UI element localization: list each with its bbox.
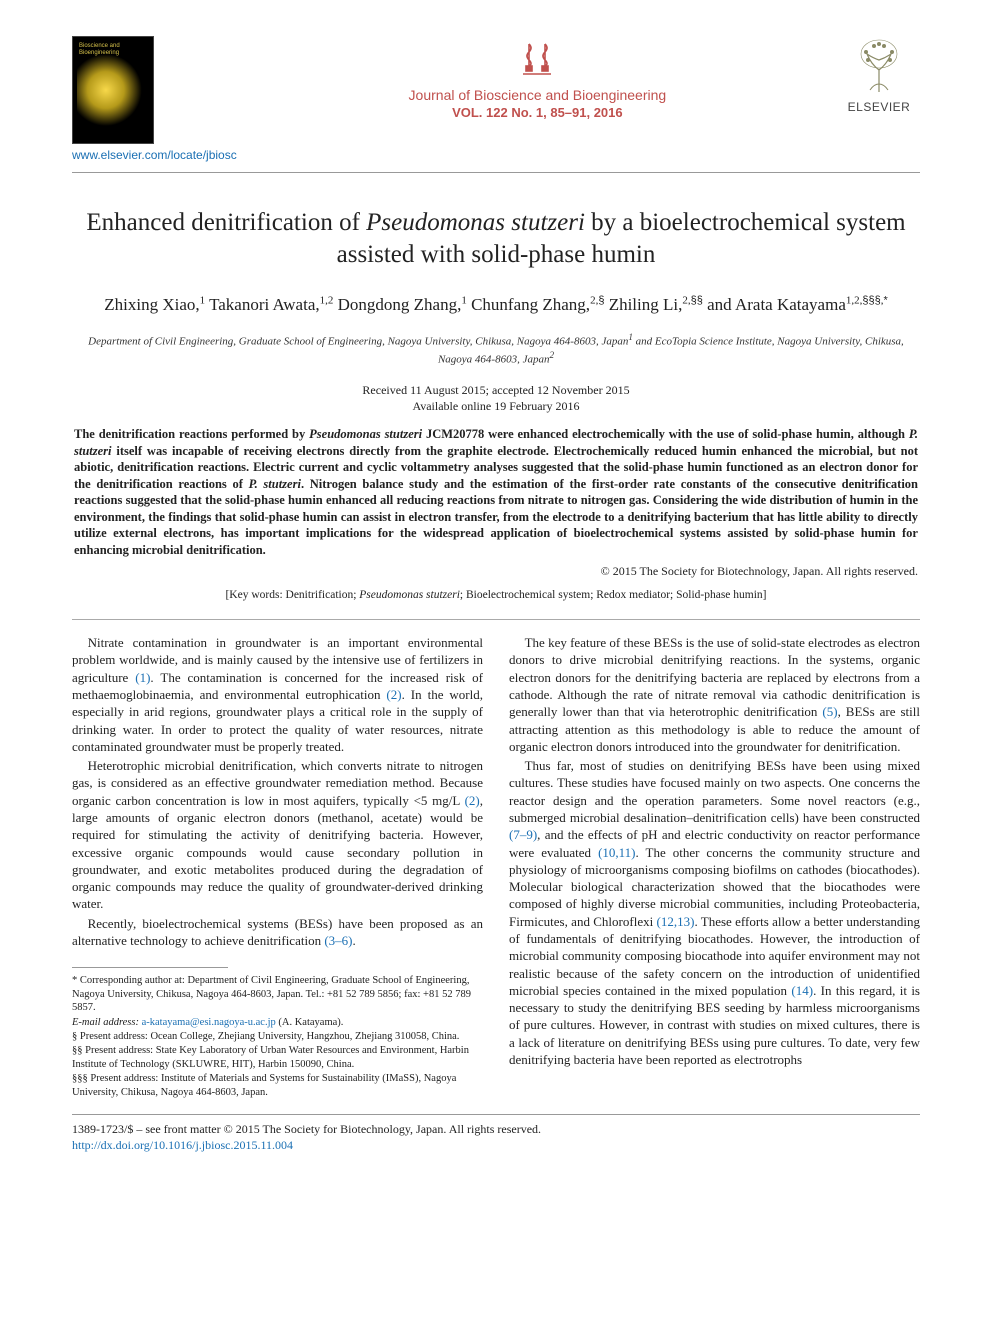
column-left: Nitrate contamination in groundwater is … [72,634,483,1100]
footnotes: * Corresponding author at: Department of… [72,974,483,1099]
page: Bioscience and Bioengineering www.elsevi… [0,0,992,1182]
footer: 1389-1723/$ – see front matter © 2015 Th… [72,1121,920,1153]
abstract: The denitrification reactions performed … [74,426,918,558]
column-right: The key feature of these BESs is the use… [509,634,920,1100]
para: Recently, bioelectrochemical systems (BE… [72,915,483,950]
header-rule [72,172,920,173]
para: Nitrate contamination in groundwater is … [72,634,483,755]
thumb-label: Bioscience and Bioengineering [79,43,153,56]
para: The key feature of these BESs is the use… [509,634,920,755]
journal-icon [515,36,559,85]
authors: Zhixing Xiao,1 Takanori Awata,1,2 Dongdo… [72,293,920,317]
dates: Received 11 August 2015; accepted 12 Nov… [72,382,920,414]
footnote-s2: §§ Present address: State Key Laboratory… [72,1044,483,1071]
volume-line: VOL. 122 No. 1, 85–91, 2016 [249,105,826,120]
para: Thus far, most of studies on denitrifyin… [509,757,920,1068]
article-title: Enhanced denitrification of Pseudomonas … [84,207,908,271]
copyright-line: © 2015 The Society for Biotechnology, Ja… [74,564,918,579]
date-received: Received 11 August 2015; accepted 12 Nov… [72,382,920,398]
footnote-rule [72,967,228,968]
affiliations: Department of Civil Engineering, Graduat… [82,331,910,368]
footnote-s1: § Present address: Ocean College, Zhejia… [72,1030,483,1043]
locate-link[interactable]: www.elsevier.com/locate/jbiosc [72,148,237,162]
footer-line1: 1389-1723/$ – see front matter © 2015 Th… [72,1121,920,1137]
footnote-s3: §§§ Present address: Institute of Materi… [72,1072,483,1099]
keywords: [Key words: Denitrification; Pseudomonas… [72,589,920,601]
body-columns: Nitrate contamination in groundwater is … [72,634,920,1100]
email-label: E-mail address: [72,1017,139,1028]
para: Heterotrophic microbial denitrification,… [72,757,483,913]
journal-name: Journal of Bioscience and Bioengineering [249,87,826,103]
footer-rule [72,1114,920,1115]
footnote-email: E-mail address: a-katayama@esi.nagoya-u.… [72,1016,483,1029]
email-tail: (A. Katayama). [276,1017,344,1028]
title-pre: Enhanced denitrification of [86,209,366,236]
title-species: Pseudomonas stutzeri [366,209,585,236]
header-center: Journal of Bioscience and Bioengineering… [237,36,838,120]
elsevier-tree-icon [848,36,910,98]
doi-link[interactable]: http://dx.doi.org/10.1016/j.jbiosc.2015.… [72,1138,293,1152]
header-left: Bioscience and Bioengineering www.elsevi… [72,36,237,162]
date-online: Available online 19 February 2016 [72,398,920,414]
elsevier-word: ELSEVIER [838,100,920,114]
journal-cover-thumbnail: Bioscience and Bioengineering [72,36,154,144]
abstract-rule [72,619,920,620]
email-link[interactable]: a-katayama@esi.nagoya-u.ac.jp [142,1017,276,1028]
elsevier-logo: ELSEVIER [838,36,920,114]
footnote-corr: * Corresponding author at: Department of… [72,974,483,1014]
header-row: Bioscience and Bioengineering www.elsevi… [72,36,920,162]
